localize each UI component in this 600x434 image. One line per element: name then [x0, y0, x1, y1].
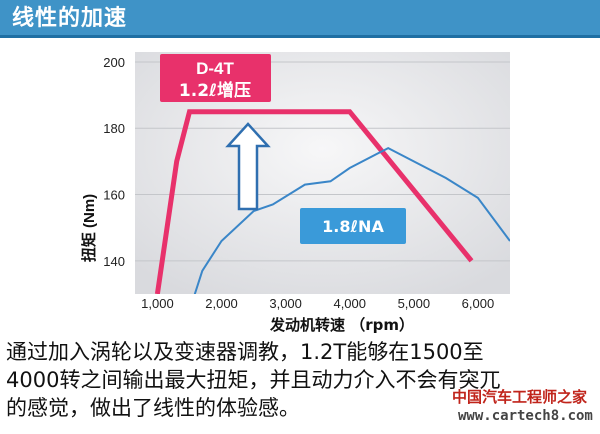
page-title: 线性的加速 — [12, 6, 128, 31]
y-tick-label: 160 — [103, 188, 125, 203]
x-tick-label: 5,000 — [398, 296, 431, 311]
y-tick-label: 200 — [103, 55, 125, 70]
x-tick-label: 6,000 — [462, 296, 495, 311]
caption-line-3: 的感觉，做出了线性的体验感。 — [6, 396, 300, 420]
header-bar: 线性的加速 — [0, 0, 600, 38]
x-tick-label: 3,000 — [269, 296, 302, 311]
turbo-label-line2: 1.2ℓ增压 — [179, 80, 251, 101]
na-label: 1.8ℓNA — [322, 217, 384, 236]
torque-chart: 140 160 180 200 1,000 2,000 3,000 4,000 5,000 6,… — [80, 52, 510, 334]
header-stripe — [0, 35, 600, 38]
y-axis-label: 扭矩 (Nm) — [80, 194, 98, 262]
turbo-label-line1: D-4T — [196, 59, 234, 78]
x-tick-label: 1,000 — [141, 296, 174, 311]
y-tick-label: 180 — [103, 121, 125, 136]
caption-line-2: 4000转之间输出最大扭矩，并且动力介入不会有突兀 — [6, 368, 501, 392]
watermark-text: 中国汽车工程师之家 — [452, 388, 588, 406]
turbo-torque-line — [154, 109, 474, 294]
watermark-url: www.cartech8.com — [458, 408, 593, 424]
turbo-label-box — [160, 54, 271, 102]
caption: 通过加入涡轮以及变速器调教，1.2T能够在1500至 4000转之间输出最大扭矩… — [6, 338, 596, 422]
na-torque-line — [193, 146, 510, 294]
x-tick-label: 4,000 — [333, 296, 366, 311]
na-label-box — [300, 208, 406, 244]
x-axis-label: 发动机转速 （rpm） — [269, 316, 414, 334]
y-tick-label: 140 — [103, 254, 125, 269]
up-arrow-icon — [225, 122, 271, 211]
caption-line-1: 通过加入涡轮以及变速器调教，1.2T能够在1500至 — [6, 340, 484, 364]
x-tick-label: 2,000 — [205, 296, 238, 311]
